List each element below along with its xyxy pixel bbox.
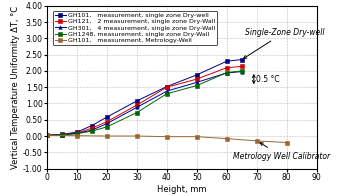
GH1248, measurement, single zone Dry-Wall bbox=[75, 132, 79, 135]
GH121,   2 measurement, single zone Dry-Wall bbox=[105, 121, 109, 123]
GH101,   measurement, single zone Dry-well bbox=[135, 100, 139, 102]
GH101,   measurement, single zone Dry-well bbox=[45, 134, 49, 137]
GH301,   4 measurement, single zone Dry-Wall bbox=[75, 132, 79, 135]
GH101,   measurement, Metrology-Well bbox=[75, 134, 79, 137]
GH101,   measurement, Metrology-Well bbox=[105, 135, 109, 137]
GH301,   4 measurement, single zone Dry-Wall bbox=[225, 72, 229, 74]
GH121,   2 measurement, single zone Dry-Wall bbox=[45, 134, 49, 137]
GH1248, measurement, single zone Dry-Wall bbox=[105, 126, 109, 128]
GH101,   measurement, single zone Dry-well bbox=[60, 133, 64, 136]
GH121,   2 measurement, single zone Dry-Wall bbox=[240, 65, 244, 68]
GH121,   2 measurement, single zone Dry-Wall bbox=[225, 66, 229, 69]
GH1248, measurement, single zone Dry-Wall bbox=[240, 70, 244, 72]
GH101,   measurement, single zone Dry-well bbox=[195, 74, 199, 76]
Text: Metrology Well Calibrator: Metrology Well Calibrator bbox=[233, 143, 330, 161]
GH1248, measurement, single zone Dry-Wall bbox=[90, 130, 94, 132]
Line: GH1248, measurement, single zone Dry-Wall: GH1248, measurement, single zone Dry-Wal… bbox=[45, 69, 243, 137]
GH301,   4 measurement, single zone Dry-Wall bbox=[45, 134, 49, 137]
Y-axis label: Vertical Temperature Uniformity ΔT, °C: Vertical Temperature Uniformity ΔT, °C bbox=[11, 6, 20, 169]
GH1248, measurement, single zone Dry-Wall bbox=[225, 71, 229, 74]
GH101,   measurement, Metrology-Well bbox=[135, 135, 139, 137]
Legend: GH101,   measurement, single zone Dry-well, GH121,   2 measurement, single zone : GH101, measurement, single zone Dry-well… bbox=[53, 11, 217, 45]
Line: GH101,   measurement, Metrology-Well: GH101, measurement, Metrology-Well bbox=[45, 134, 288, 144]
GH1248, measurement, single zone Dry-Wall bbox=[45, 134, 49, 137]
GH301,   4 measurement, single zone Dry-Wall bbox=[165, 90, 169, 92]
GH101,   measurement, Metrology-Well bbox=[195, 135, 199, 138]
GH121,   2 measurement, single zone Dry-Wall bbox=[195, 78, 199, 80]
GH301,   4 measurement, single zone Dry-Wall bbox=[90, 129, 94, 131]
GH101,   measurement, single zone Dry-well bbox=[90, 124, 94, 127]
GH101,   measurement, Metrology-Well bbox=[45, 134, 49, 137]
GH121,   2 measurement, single zone Dry-Wall bbox=[135, 104, 139, 106]
GH101,   measurement, single zone Dry-well bbox=[240, 58, 244, 61]
GH1248, measurement, single zone Dry-Wall bbox=[135, 111, 139, 114]
GH101,   measurement, single zone Dry-well bbox=[225, 60, 229, 62]
GH101,   measurement, Metrology-Well bbox=[255, 140, 259, 142]
GH101,   measurement, Metrology-Well bbox=[285, 141, 289, 144]
GH301,   4 measurement, single zone Dry-Wall bbox=[105, 122, 109, 125]
GH1248, measurement, single zone Dry-Wall bbox=[60, 133, 64, 136]
GH301,   4 measurement, single zone Dry-Wall bbox=[60, 133, 64, 136]
X-axis label: Height, mm: Height, mm bbox=[157, 184, 207, 193]
GH301,   4 measurement, single zone Dry-Wall bbox=[135, 106, 139, 109]
Line: GH301,   4 measurement, single zone Dry-Wall: GH301, 4 measurement, single zone Dry-Wa… bbox=[45, 70, 243, 137]
GH101,   measurement, Metrology-Well bbox=[165, 135, 169, 138]
GH121,   2 measurement, single zone Dry-Wall bbox=[60, 133, 64, 136]
GH121,   2 measurement, single zone Dry-Wall bbox=[165, 86, 169, 88]
Text: Single-Zone Dry-well: Single-Zone Dry-well bbox=[244, 28, 324, 58]
GH101,   measurement, single zone Dry-well bbox=[165, 85, 169, 88]
GH101,   measurement, single zone Dry-well bbox=[75, 131, 79, 133]
GH121,   2 measurement, single zone Dry-Wall bbox=[75, 132, 79, 134]
GH301,   4 measurement, single zone Dry-Wall bbox=[240, 70, 244, 73]
Line: GH121,   2 measurement, single zone Dry-Wall: GH121, 2 measurement, single zone Dry-Wa… bbox=[45, 65, 243, 137]
GH1248, measurement, single zone Dry-Wall bbox=[195, 84, 199, 87]
GH301,   4 measurement, single zone Dry-Wall bbox=[195, 81, 199, 83]
GH121,   2 measurement, single zone Dry-Wall bbox=[90, 127, 94, 129]
Line: GH101,   measurement, single zone Dry-well: GH101, measurement, single zone Dry-well bbox=[45, 58, 243, 137]
GH1248, measurement, single zone Dry-Wall bbox=[165, 93, 169, 95]
Text: 0.5 °C: 0.5 °C bbox=[256, 75, 280, 83]
GH101,   measurement, Metrology-Well bbox=[225, 137, 229, 140]
GH101,   measurement, single zone Dry-well bbox=[105, 116, 109, 118]
